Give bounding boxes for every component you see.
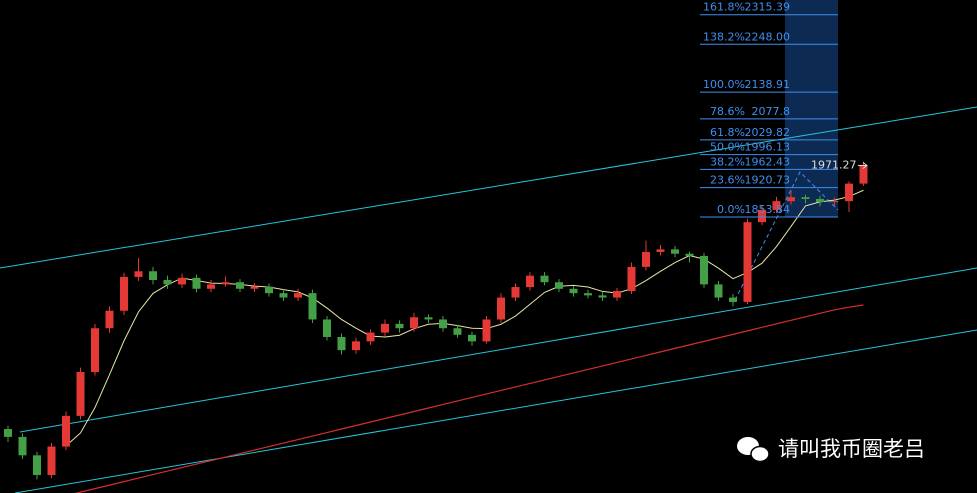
fib-ratio: 78.6%	[710, 105, 745, 118]
fib-ratio: 23.6%	[710, 174, 745, 187]
candle-body	[410, 317, 418, 329]
fib-price: 1853.84	[745, 203, 791, 216]
candle-body	[511, 287, 520, 298]
candle-body	[366, 332, 375, 342]
fib-ratio: 0.0%	[717, 203, 745, 216]
fib-ratio: 38.2%	[710, 155, 745, 168]
candle-body	[453, 328, 462, 335]
candle-body	[352, 341, 360, 351]
candle-body	[265, 286, 273, 294]
last-price-arrow	[858, 162, 868, 169]
channel-line	[14, 329, 977, 493]
candle-body	[845, 183, 853, 202]
fib-price: 1920.73	[745, 174, 791, 187]
candle-body	[497, 297, 505, 320]
candle-body	[482, 319, 491, 342]
candle-body	[656, 249, 665, 252]
candle-body	[149, 271, 157, 281]
fib-ratio: 138.2%	[703, 30, 745, 43]
candle-body	[192, 277, 201, 289]
candle-body	[236, 282, 244, 289]
candle-body	[279, 293, 288, 298]
candle-body	[555, 282, 563, 289]
moving-average	[74, 304, 864, 493]
candle-body	[584, 293, 592, 296]
candle-body	[758, 209, 766, 223]
fib-price: 2077.8	[752, 105, 791, 118]
candle-body	[801, 197, 810, 199]
candle-body	[729, 297, 737, 302]
candle-body	[642, 251, 650, 267]
candle-body	[294, 293, 302, 298]
candle-body	[4, 429, 12, 437]
candle-body	[381, 323, 389, 333]
fib-price: 2315.39	[745, 1, 791, 14]
candle-body	[859, 165, 868, 184]
fib-price: 2138.91	[745, 78, 791, 91]
candle-body	[700, 255, 708, 285]
watermark: 请叫我币圈老吕	[737, 437, 925, 463]
candle-body	[47, 446, 56, 476]
candle-body	[816, 198, 824, 203]
candle-body	[526, 275, 534, 288]
candle-body	[540, 275, 549, 283]
last-price: 1971.27	[811, 159, 857, 172]
channel	[0, 106, 977, 493]
candle-body	[439, 319, 447, 329]
candle-body	[250, 286, 259, 289]
fib-ratio: 61.8%	[710, 126, 745, 139]
fib-price: 2029.82	[745, 126, 791, 139]
plot	[4, 161, 868, 493]
candle-body	[76, 372, 85, 416]
candle-body	[685, 253, 694, 256]
channel-line	[0, 106, 977, 269]
watermark-text: 请叫我币圈老吕	[778, 437, 925, 461]
fib-ratio: 50.0%	[710, 141, 745, 154]
fib-price: 2248.00	[745, 30, 791, 43]
candle-body	[830, 201, 839, 203]
candle-body	[18, 436, 27, 456]
candle-body	[163, 280, 172, 285]
channel-line	[19, 267, 977, 433]
candle-body	[714, 284, 723, 298]
icon	[750, 445, 770, 463]
candle-body	[120, 276, 128, 311]
fib-trend	[734, 171, 839, 301]
candle-body	[337, 336, 346, 351]
candle-body	[105, 310, 114, 329]
fib-price: 1996.13	[745, 141, 791, 154]
candle-body	[743, 222, 752, 302]
fib-ratio: 161.8%	[703, 1, 745, 14]
candle-body	[207, 284, 215, 289]
candle-body	[468, 334, 476, 342]
candle-body	[613, 290, 621, 298]
candle-body	[91, 328, 99, 373]
candle-body	[62, 415, 70, 447]
candle-body	[598, 295, 607, 298]
candle-body	[395, 323, 404, 329]
fib-box	[785, 0, 838, 217]
candle-body	[323, 319, 331, 337]
candle-body	[569, 288, 578, 294]
fib-price: 1962.43	[745, 155, 791, 168]
candle-body	[772, 201, 781, 210]
candle-body	[424, 317, 433, 320]
candle-body	[178, 277, 186, 285]
candle-body	[33, 455, 41, 476]
candle-body	[671, 249, 679, 254]
candle-body	[787, 197, 795, 202]
candle-body	[308, 293, 317, 320]
candle-body	[627, 266, 636, 291]
candle-body	[221, 282, 230, 285]
fib-ratio: 100.0%	[703, 78, 745, 91]
candle-body	[134, 271, 143, 277]
